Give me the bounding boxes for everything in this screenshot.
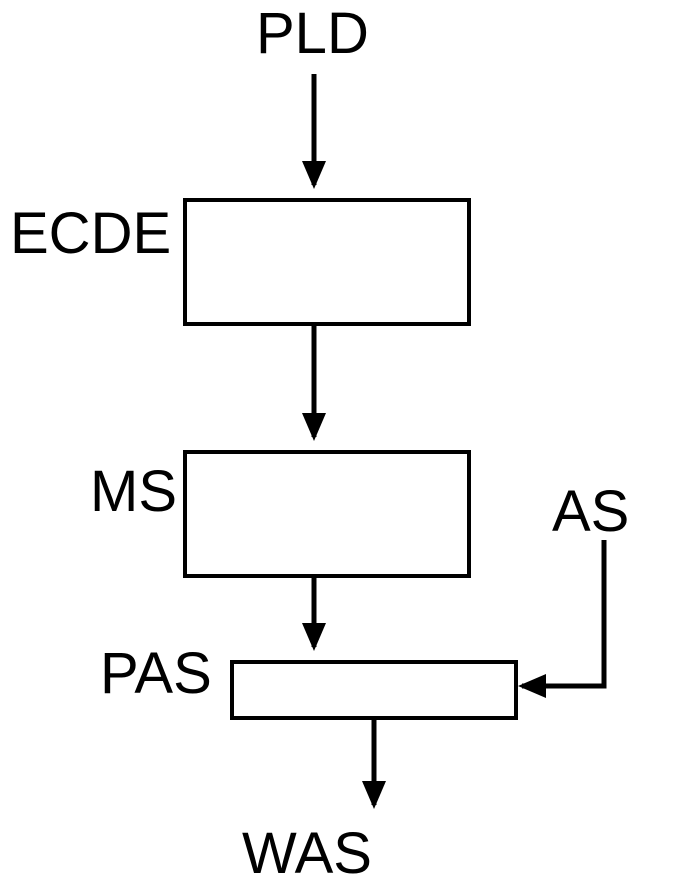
label-ecde: ECDE xyxy=(10,200,171,267)
label-pld: PLD xyxy=(256,0,369,67)
label-pas: PAS xyxy=(100,640,212,707)
box-ms xyxy=(183,450,471,578)
label-ms: MS xyxy=(90,458,177,525)
box-pas xyxy=(230,660,518,720)
label-was: WAS xyxy=(242,820,372,887)
box-ecde xyxy=(183,198,471,326)
label-as: AS xyxy=(552,478,629,545)
diagram-svg xyxy=(0,0,673,886)
arrow-as-pas xyxy=(522,540,604,686)
